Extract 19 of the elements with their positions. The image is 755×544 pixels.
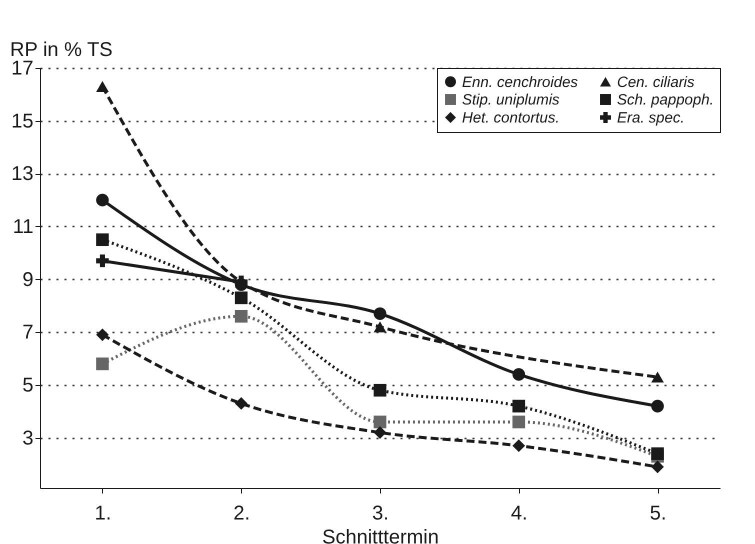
x-tick-label: 1. [94,502,112,524]
y-tick-label: 15 [11,110,34,132]
x-tick-label: 2. [233,502,250,524]
legend-label: Stip. uniplumis [462,92,560,108]
y-tick-label: 13 [11,163,34,186]
y-tick-label: 11 [12,216,34,238]
y-tick-label: 9 [22,268,34,291]
legend-label: Het. contortus. [462,110,560,126]
legend-label: Enn. cenchroides [462,74,578,91]
x-tick-label: 3. [372,502,389,524]
x-axis-title: Schnitttermin [322,526,439,544]
y-tick-label: 5 [22,374,34,396]
x-tick-label: 4. [510,502,528,524]
y-tick-label: 3 [22,427,34,450]
x-tick-label: 5. [650,502,666,524]
legend-label: Era. spec. [617,110,685,126]
legend-label: Cen. ciliaris [617,74,696,91]
y-tick-label: 7 [22,322,34,344]
legend-label: Sch. pappoph. [617,92,714,108]
